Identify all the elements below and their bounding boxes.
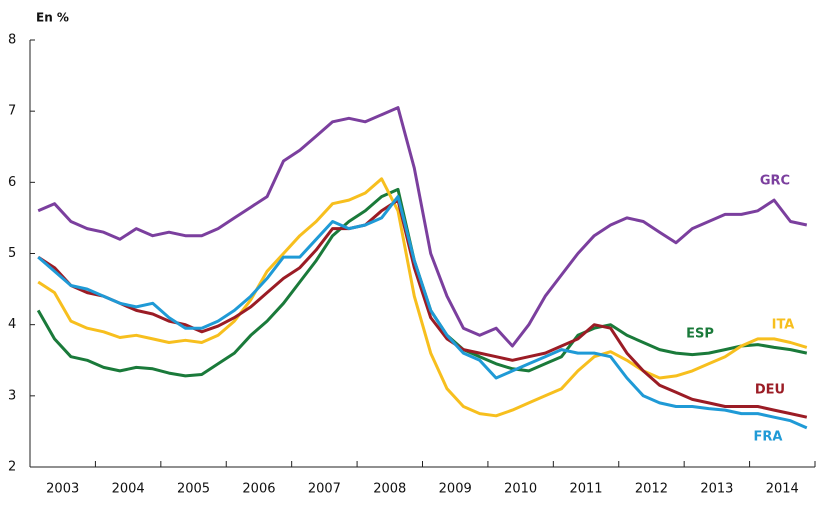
- y-tick-label: 2: [8, 460, 16, 475]
- y-tick-label: 5: [8, 246, 16, 261]
- series-label: ITA: [772, 318, 795, 333]
- x-tick-label: 2009: [439, 482, 472, 497]
- series-label: DEU: [755, 383, 785, 398]
- series-line: [37, 195, 808, 430]
- y-tick-label: 7: [8, 104, 16, 119]
- series-label: ESP: [686, 327, 714, 342]
- x-tick-label: 2013: [700, 482, 733, 497]
- x-tick-label: 2006: [242, 482, 275, 497]
- x-tick-label: 2012: [635, 482, 668, 497]
- series-line: [37, 198, 808, 419]
- y-tick-label: 6: [8, 175, 16, 190]
- series-line: [37, 106, 808, 348]
- x-tick-label: 2005: [177, 482, 210, 497]
- series-label: GRC: [760, 174, 790, 189]
- x-tick-label: 2011: [569, 482, 602, 497]
- y-tick-label: 3: [8, 388, 16, 403]
- unit-label: En %: [36, 11, 69, 25]
- x-tick-label: 2004: [112, 482, 145, 497]
- y-tick-label: 8: [8, 33, 16, 48]
- x-tick-label: 2007: [308, 482, 341, 497]
- x-tick-label: 2010: [504, 482, 537, 497]
- y-tick-label: 4: [8, 317, 16, 332]
- series-line: [37, 177, 808, 418]
- x-tick-label: 2003: [46, 482, 79, 497]
- x-tick-label: 2008: [373, 482, 406, 497]
- series-label: FRA: [754, 430, 783, 445]
- x-tick-label: 2014: [766, 482, 799, 497]
